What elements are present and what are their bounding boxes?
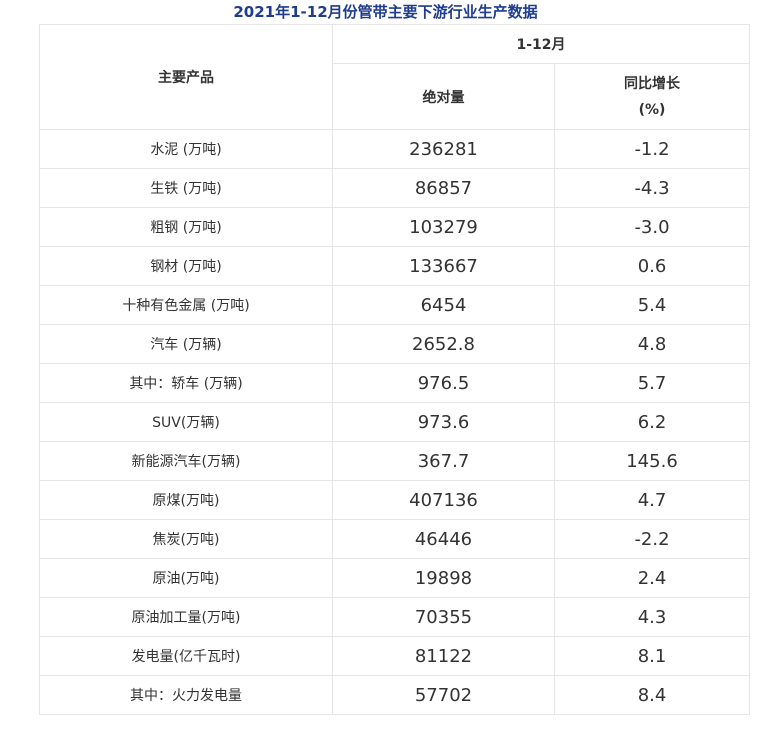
yoy-growth-cell: -1.2 xyxy=(553,129,751,169)
product-name-cell: 水泥 (万吨) xyxy=(39,129,333,169)
absolute-value-cell: 367.7 xyxy=(332,441,555,481)
product-name-cell: 生铁 (万吨) xyxy=(39,168,333,208)
column-header-absolute: 绝对量 xyxy=(332,63,555,130)
column-header-product: 主要产品 xyxy=(39,24,333,130)
yoy-growth-cell: 145.6 xyxy=(553,441,751,481)
yoy-growth-cell: -2.2 xyxy=(553,519,751,559)
absolute-value-cell: 407136 xyxy=(332,480,555,520)
product-name-cell: 其中：轿车 (万辆) xyxy=(39,363,333,403)
table-row: 生铁 (万吨) 86857 -4.3 xyxy=(39,168,751,208)
table-row: 焦炭(万吨) 46446 -2.2 xyxy=(39,519,751,559)
yoy-growth-cell: 0.6 xyxy=(553,246,751,286)
table-row: 发电量(亿千瓦时) 81122 8.1 xyxy=(39,636,751,676)
yoy-growth-cell: 5.7 xyxy=(553,363,751,403)
yoy-growth-cell: -3.0 xyxy=(553,207,751,247)
column-header-yoy-label: 同比增长 xyxy=(624,75,680,92)
product-name-cell: SUV(万辆) xyxy=(39,402,333,442)
absolute-value-cell: 973.6 xyxy=(332,402,555,442)
yoy-growth-cell: 4.3 xyxy=(553,597,751,637)
table-row: 其中：火力发电量 57702 8.4 xyxy=(39,675,751,715)
production-data-table: 主要产品 1-12月 绝对量 同比增长 (%) 水泥 (万吨) 236281 -1.… xyxy=(39,24,751,715)
product-name-cell: 钢材 (万吨) xyxy=(39,246,333,286)
header-row-period: 主要产品 1-12月 xyxy=(39,24,751,130)
absolute-value-cell: 46446 xyxy=(332,519,555,559)
product-name-cell: 其中：火力发电量 xyxy=(39,675,333,715)
yoy-growth-cell: 5.4 xyxy=(553,285,751,325)
absolute-value-cell: 57702 xyxy=(332,675,555,715)
absolute-value-cell: 19898 xyxy=(332,558,555,598)
table-row: 新能源汽车(万辆) 367.7 145.6 xyxy=(39,441,751,481)
table-row: 汽车 (万辆) 2652.8 4.8 xyxy=(39,324,751,364)
product-name-cell: 粗钢 (万吨) xyxy=(39,207,333,247)
product-name-cell: 发电量(亿千瓦时) xyxy=(39,636,333,676)
absolute-value-cell: 976.5 xyxy=(332,363,555,403)
yoy-growth-cell: -4.3 xyxy=(553,168,751,208)
column-header-period: 1-12月 xyxy=(331,24,751,64)
yoy-growth-cell: 2.4 xyxy=(553,558,751,598)
table-row: 十种有色金属 (万吨) 6454 5.4 xyxy=(39,285,751,325)
table-row: 原煤(万吨) 407136 4.7 xyxy=(39,480,751,520)
column-header-yoy: 同比增长 (%) xyxy=(553,63,751,130)
absolute-value-cell: 2652.8 xyxy=(332,324,555,364)
table-row: 粗钢 (万吨) 103279 -3.0 xyxy=(39,207,751,247)
table-title: 2021年1-12月份管带主要下游行业生产数据 xyxy=(233,3,538,21)
column-header-yoy-unit: (%) xyxy=(638,101,666,118)
table-row: 水泥 (万吨) 236281 -1.2 xyxy=(39,129,751,169)
product-name-cell: 新能源汽车(万辆) xyxy=(39,441,333,481)
yoy-growth-cell: 8.4 xyxy=(553,675,751,715)
product-name-cell: 焦炭(万吨) xyxy=(39,519,333,559)
absolute-value-cell: 236281 xyxy=(332,129,555,169)
absolute-value-cell: 70355 xyxy=(332,597,555,637)
absolute-value-cell: 103279 xyxy=(332,207,555,247)
table-row: 原油(万吨) 19898 2.4 xyxy=(39,558,751,598)
product-name-cell: 原煤(万吨) xyxy=(39,480,333,520)
yoy-growth-cell: 4.7 xyxy=(553,480,751,520)
table-row: 其中：轿车 (万辆) 976.5 5.7 xyxy=(39,363,751,403)
product-name-cell: 汽车 (万辆) xyxy=(39,324,333,364)
table-row: 原油加工量(万吨) 70355 4.3 xyxy=(39,597,751,637)
yoy-growth-cell: 6.2 xyxy=(553,402,751,442)
yoy-growth-cell: 4.8 xyxy=(553,324,751,364)
absolute-value-cell: 86857 xyxy=(332,168,555,208)
yoy-growth-cell: 8.1 xyxy=(553,636,751,676)
absolute-value-cell: 6454 xyxy=(332,285,555,325)
absolute-value-cell: 81122 xyxy=(332,636,555,676)
product-name-cell: 十种有色金属 (万吨) xyxy=(39,285,333,325)
table-row: SUV(万辆) 973.6 6.2 xyxy=(39,402,751,442)
header-row-columns: 绝对量 同比增长 (%) xyxy=(40,63,751,130)
table-row: 钢材 (万吨) 133667 0.6 xyxy=(39,246,751,286)
absolute-value-cell: 133667 xyxy=(332,246,555,286)
product-name-cell: 原油(万吨) xyxy=(39,558,333,598)
product-name-cell: 原油加工量(万吨) xyxy=(39,597,333,637)
